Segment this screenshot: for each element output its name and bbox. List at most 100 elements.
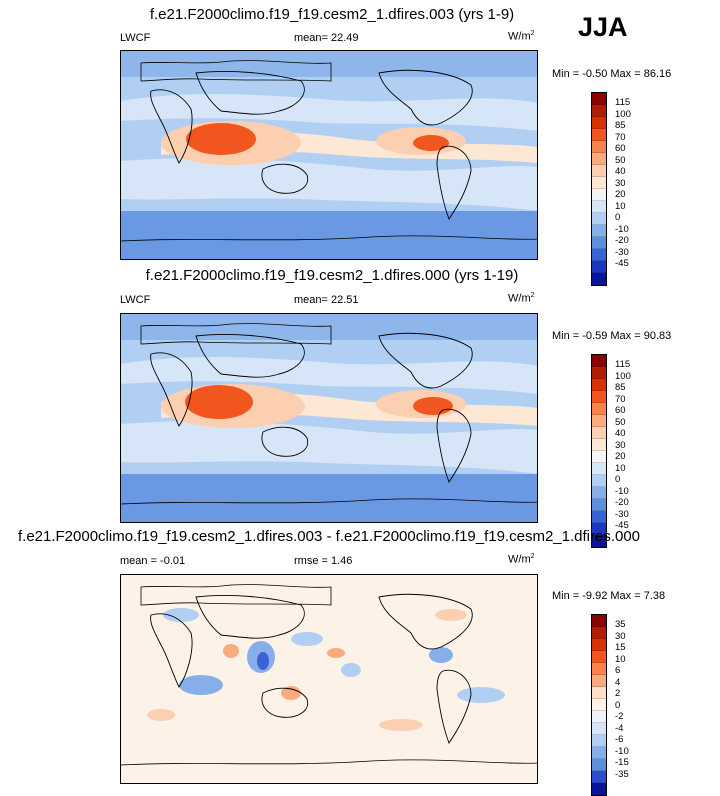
- panel3-min-max: Min = -9.92 Max = 7.38: [552, 590, 666, 602]
- colorbar-tick-label: 30: [615, 439, 626, 451]
- colorbar-swatch: [592, 201, 606, 213]
- panel3-units: W/m2: [508, 553, 535, 566]
- panel2-map: [120, 313, 538, 523]
- colorbar-swatch: [592, 261, 606, 273]
- colorbar-tick-label: 10: [615, 653, 626, 665]
- colorbar-swatch: [592, 759, 606, 771]
- panel3-contour-map: [121, 575, 537, 783]
- panel3-mean-label: mean = -0.01: [120, 555, 186, 567]
- colorbar-swatch: [592, 117, 606, 129]
- panel3-title: f.e21.F2000climo.f19_f19.cesm2_1.dfires.…: [17, 528, 641, 545]
- panel2-colorbar-ticks: 115 100 85 70 60 50 40 30 20 10 0 -10 -20 -30 -45: [615, 359, 631, 532]
- colorbar-tick-label: 70: [615, 393, 626, 405]
- colorbar-tick-label: 10: [615, 462, 626, 474]
- colorbar-swatch: [592, 535, 606, 547]
- southern-band: [121, 211, 537, 259]
- pale-band-north: [121, 357, 537, 394]
- panel1-variable-label: LWCF: [120, 32, 151, 44]
- positive-patch: [327, 648, 345, 658]
- north-america-outline: [378, 332, 473, 389]
- colorbar-swatch: [592, 165, 606, 177]
- negative-patch: [291, 632, 323, 646]
- colorbar-tick-label: 30: [615, 177, 626, 189]
- colorbar-swatch: [592, 153, 606, 165]
- colorbar-tick-label: 100: [615, 108, 631, 120]
- colorbar-swatch: [592, 141, 606, 153]
- negative-patch: [341, 663, 361, 677]
- colorbar-swatch: [592, 499, 606, 511]
- colorbar-tick-label: 60: [615, 405, 626, 416]
- colorbar-tick-label: -4: [615, 722, 624, 734]
- negative-patch: [457, 687, 505, 703]
- colorbar-swatch: [592, 675, 606, 687]
- colorbar-swatch: [592, 237, 606, 249]
- season-label: JJA: [578, 12, 628, 42]
- negative-patch: [179, 675, 223, 695]
- panel2-units: W/m2: [508, 292, 535, 305]
- panel1-units: W/m2: [508, 30, 535, 43]
- antarctica-outline: [121, 759, 537, 766]
- colorbar-tick-label: 35: [615, 619, 626, 630]
- colorbar-tick-label: 20: [615, 451, 626, 462]
- colorbar-tick-label: -45: [615, 520, 629, 531]
- colorbar-swatch: [592, 189, 606, 201]
- northern-band: [121, 314, 537, 340]
- north-america-outline: [378, 593, 473, 650]
- colorbar-swatch: [592, 415, 606, 427]
- asia-outline: [195, 333, 305, 378]
- colorbar-swatch: [592, 627, 606, 639]
- panel1-min-max: Min = -0.50 Max = 86.16: [552, 68, 672, 80]
- panel2-colorbar: [591, 354, 607, 548]
- colorbar-swatch: [592, 249, 606, 261]
- colorbar-swatch: [592, 511, 606, 523]
- panel2-min-max: Min = -0.59 Max = 90.83: [552, 330, 672, 342]
- pale-band-south: [121, 158, 537, 211]
- panel1-map: [120, 50, 538, 260]
- colorbar-swatch: [592, 105, 606, 117]
- positive-patch: [281, 686, 301, 700]
- colorbar-swatch: [592, 487, 606, 499]
- panel1-contour-map: [121, 51, 537, 259]
- africa-outline: [150, 352, 193, 427]
- positive-patch: [379, 719, 423, 731]
- colorbar-swatch: [592, 177, 606, 189]
- colorbar-tick-label: -10: [615, 223, 629, 235]
- colorbar-tick-label: -10: [615, 745, 629, 757]
- colorbar-tick-label: 40: [615, 428, 626, 439]
- colorbar-swatch: [592, 391, 606, 403]
- antarctica-outline: [121, 235, 537, 242]
- colorbar-swatch: [592, 735, 606, 747]
- colorbar-swatch: [592, 475, 606, 487]
- colorbar-tick-label: -35: [615, 768, 629, 780]
- colorbar-swatch: [592, 273, 606, 285]
- colorbar-swatch: [592, 225, 606, 237]
- colorbar-swatch: [592, 783, 606, 795]
- panel3-rmse-label: rmse = 1.46: [294, 555, 353, 567]
- arctic-land: [140, 584, 332, 606]
- colorbar-swatch: [592, 463, 606, 475]
- pale-band-north: [121, 94, 537, 131]
- australia-outline: [261, 163, 309, 194]
- colorbar-swatch: [592, 711, 606, 723]
- colorbar-tick-label: 0: [615, 474, 621, 485]
- colorbar-tick-label: 6: [615, 665, 621, 676]
- northern-band: [121, 51, 537, 77]
- colorbar-tick-label: 0: [615, 212, 621, 223]
- warm-pool-orange: [185, 385, 253, 419]
- colorbar-swatch: [592, 93, 606, 105]
- colorbar-tick-label: -10: [615, 485, 629, 497]
- colorbar-swatch: [592, 355, 606, 367]
- colorbar-tick-label: -20: [615, 497, 629, 508]
- positive-patch: [147, 709, 175, 721]
- colorbar-swatch: [592, 213, 606, 225]
- colorbar-tick-label: 30: [615, 630, 626, 642]
- colorbar-tick-label: 60: [615, 143, 626, 154]
- arctic-land: [140, 323, 332, 345]
- australia-outline: [261, 687, 309, 718]
- panel1-title: f.e21.F2000climo.f19_f19.cesm2_1.dfires.…: [149, 6, 515, 23]
- panel2-title: f.e21.F2000climo.f19_f19.cesm2_1.dfires.…: [145, 267, 519, 284]
- south-america-outline: [436, 669, 472, 744]
- colorbar-swatch: [592, 379, 606, 391]
- panel2-mean-label: mean= 22.51: [294, 294, 359, 306]
- asia-outline: [195, 70, 305, 115]
